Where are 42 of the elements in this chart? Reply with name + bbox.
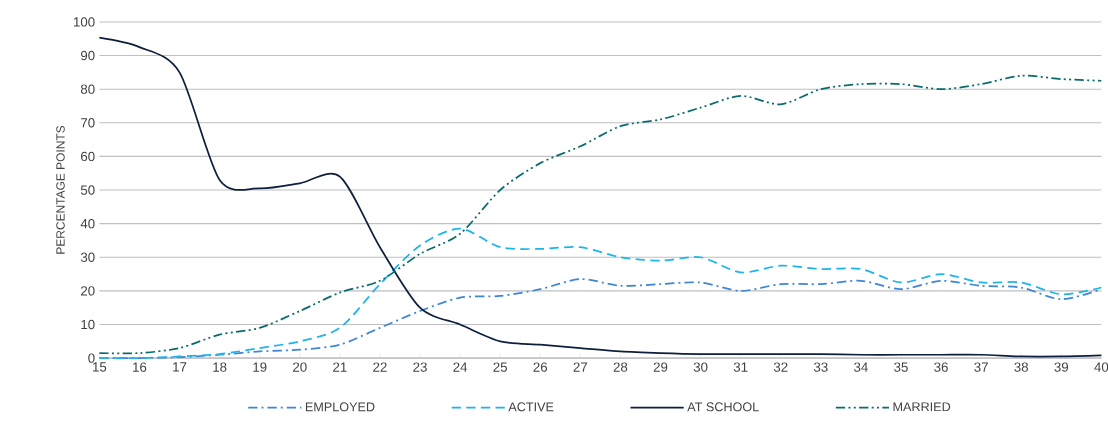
- x-tick-label: 33: [813, 362, 828, 372]
- x-tick-label: 36: [934, 362, 948, 372]
- x-tick-label: 18: [213, 362, 227, 372]
- x-tick-label: 24: [453, 362, 468, 372]
- x-tick-label: 20: [293, 362, 307, 372]
- legend-label: ACTIVE: [508, 402, 554, 412]
- x-tick-label: 25: [493, 362, 508, 372]
- x-tick-label: 26: [533, 362, 548, 372]
- y-tick-label: 100: [73, 17, 95, 27]
- x-tick-label: 21: [333, 362, 347, 372]
- legend-label: AT SCHOOL: [687, 402, 759, 412]
- x-tick-label: 39: [1054, 362, 1069, 372]
- y-axis-title: PERCENTAGE POINTS: [56, 125, 65, 254]
- x-tick-label: 31: [733, 362, 748, 372]
- x-tick-label: 38: [1014, 362, 1029, 372]
- y-tick-label: 0: [88, 353, 95, 363]
- x-tick-label: 37: [974, 362, 988, 372]
- x-tick-label: 19: [253, 362, 267, 372]
- y-tick-label: 90: [80, 50, 95, 61]
- y-tick-label: 20: [81, 286, 95, 296]
- y-tick-label: 10: [81, 319, 95, 330]
- x-tick-label: 29: [653, 362, 668, 372]
- x-tick-label: 28: [613, 362, 628, 372]
- y-tick-label: 70: [81, 118, 95, 128]
- y-tick-label: 60: [81, 151, 95, 162]
- x-tick-label: 32: [773, 362, 788, 372]
- x-tick-label: 27: [573, 362, 588, 372]
- x-tick-label: 15: [93, 362, 107, 372]
- x-tick-label: 40: [1094, 362, 1108, 372]
- x-tick-label: 23: [413, 362, 427, 372]
- y-tick-label: 50: [80, 185, 95, 195]
- legend-label: MARRIED: [893, 402, 951, 412]
- x-tick-label: 35: [894, 362, 908, 372]
- x-tick-label: 22: [373, 362, 387, 372]
- y-tick-label: 80: [80, 84, 95, 94]
- x-tick-label: 16: [133, 362, 147, 372]
- legend-label: EMPLOYED: [305, 402, 375, 412]
- x-tick-label: 17: [173, 362, 187, 372]
- y-tick-label: 30: [80, 252, 95, 263]
- y-tick-label: 40: [80, 218, 95, 229]
- x-tick-label: 34: [853, 362, 868, 372]
- x-tick-label: 30: [693, 362, 708, 372]
